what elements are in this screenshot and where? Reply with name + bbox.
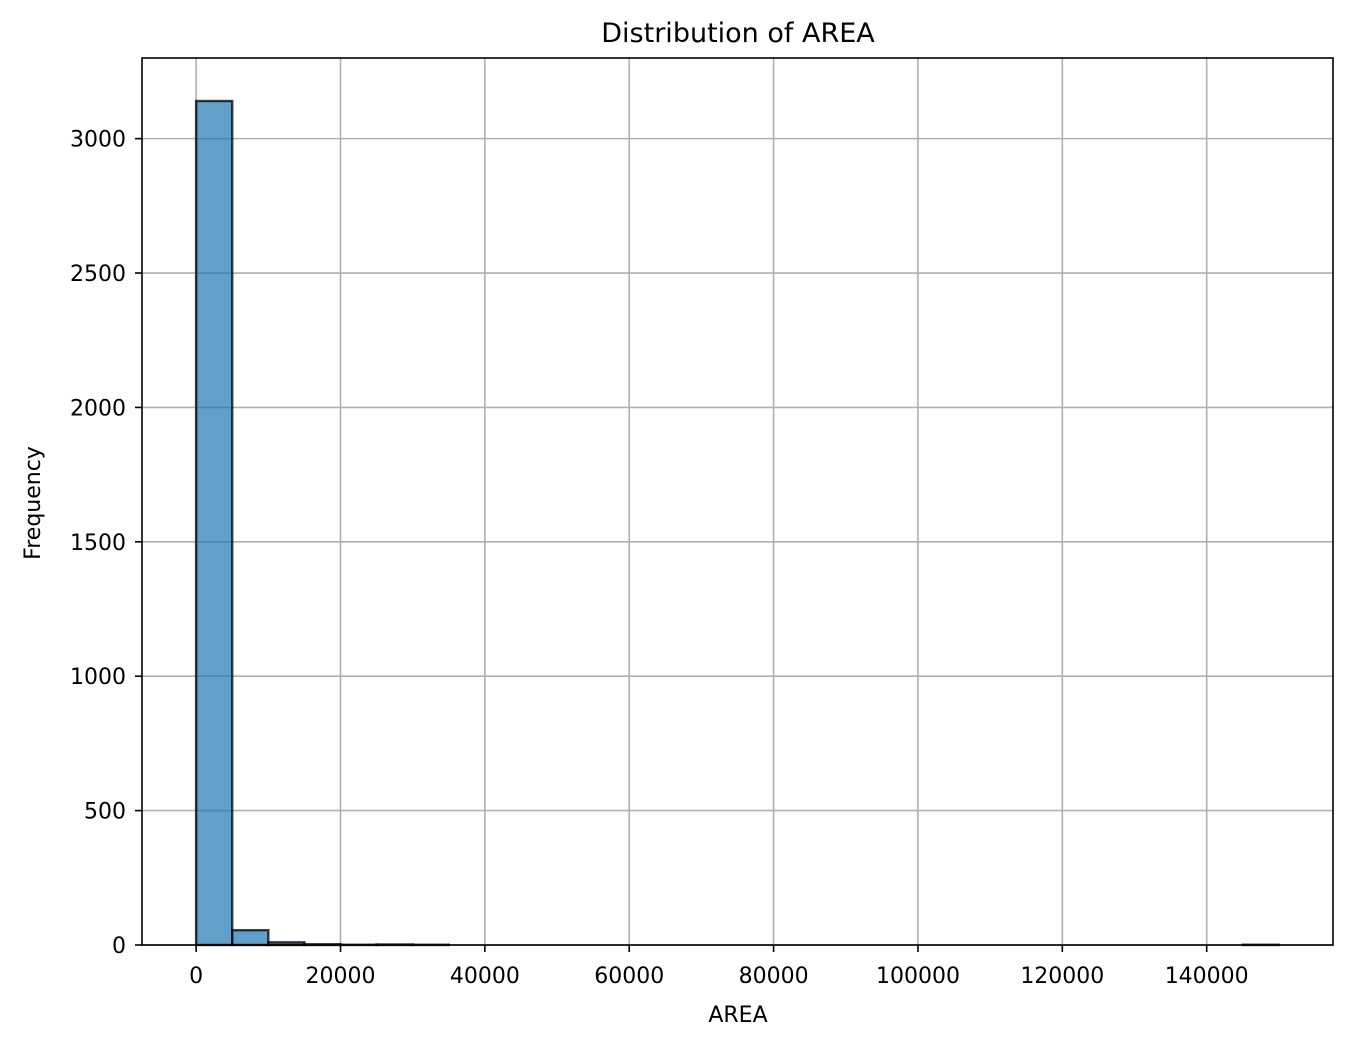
x-tick-label: 80000 [739, 964, 809, 989]
x-tick-label: 40000 [450, 964, 520, 989]
plot-frame [141, 57, 1334, 946]
x-axis-label: AREA [708, 1003, 767, 1028]
y-tick-label: 2000 [70, 396, 126, 421]
y-axis-ticks: 0 500 1000 1500 2000 2500 3000 [70, 128, 142, 959]
chart-title: Distribution of AREA [601, 18, 875, 49]
x-tick-label: 120000 [1020, 964, 1104, 989]
histogram-bar [194, 99, 234, 947]
x-tick-label: 60000 [594, 964, 664, 989]
y-tick-label: 3000 [70, 128, 126, 153]
y-tick-label: 0 [112, 934, 126, 959]
y-tick-label: 500 [84, 800, 126, 825]
x-tick-label: 0 [189, 964, 203, 989]
x-axis-ticks: 0 20000 40000 60000 80000 100000 120000 140000 [189, 945, 1249, 989]
bars [194, 99, 1281, 947]
y-axis-label: Frequency [21, 446, 46, 560]
y-tick-label: 2500 [70, 262, 126, 287]
y-tick-label: 1000 [70, 665, 126, 690]
grid-lines [142, 58, 1333, 946]
x-tick-label: 20000 [306, 964, 376, 989]
y-tick-label: 1500 [70, 531, 126, 556]
histogram-bar [231, 929, 270, 947]
x-tick-label: 140000 [1165, 964, 1249, 989]
x-tick-label: 100000 [876, 964, 960, 989]
